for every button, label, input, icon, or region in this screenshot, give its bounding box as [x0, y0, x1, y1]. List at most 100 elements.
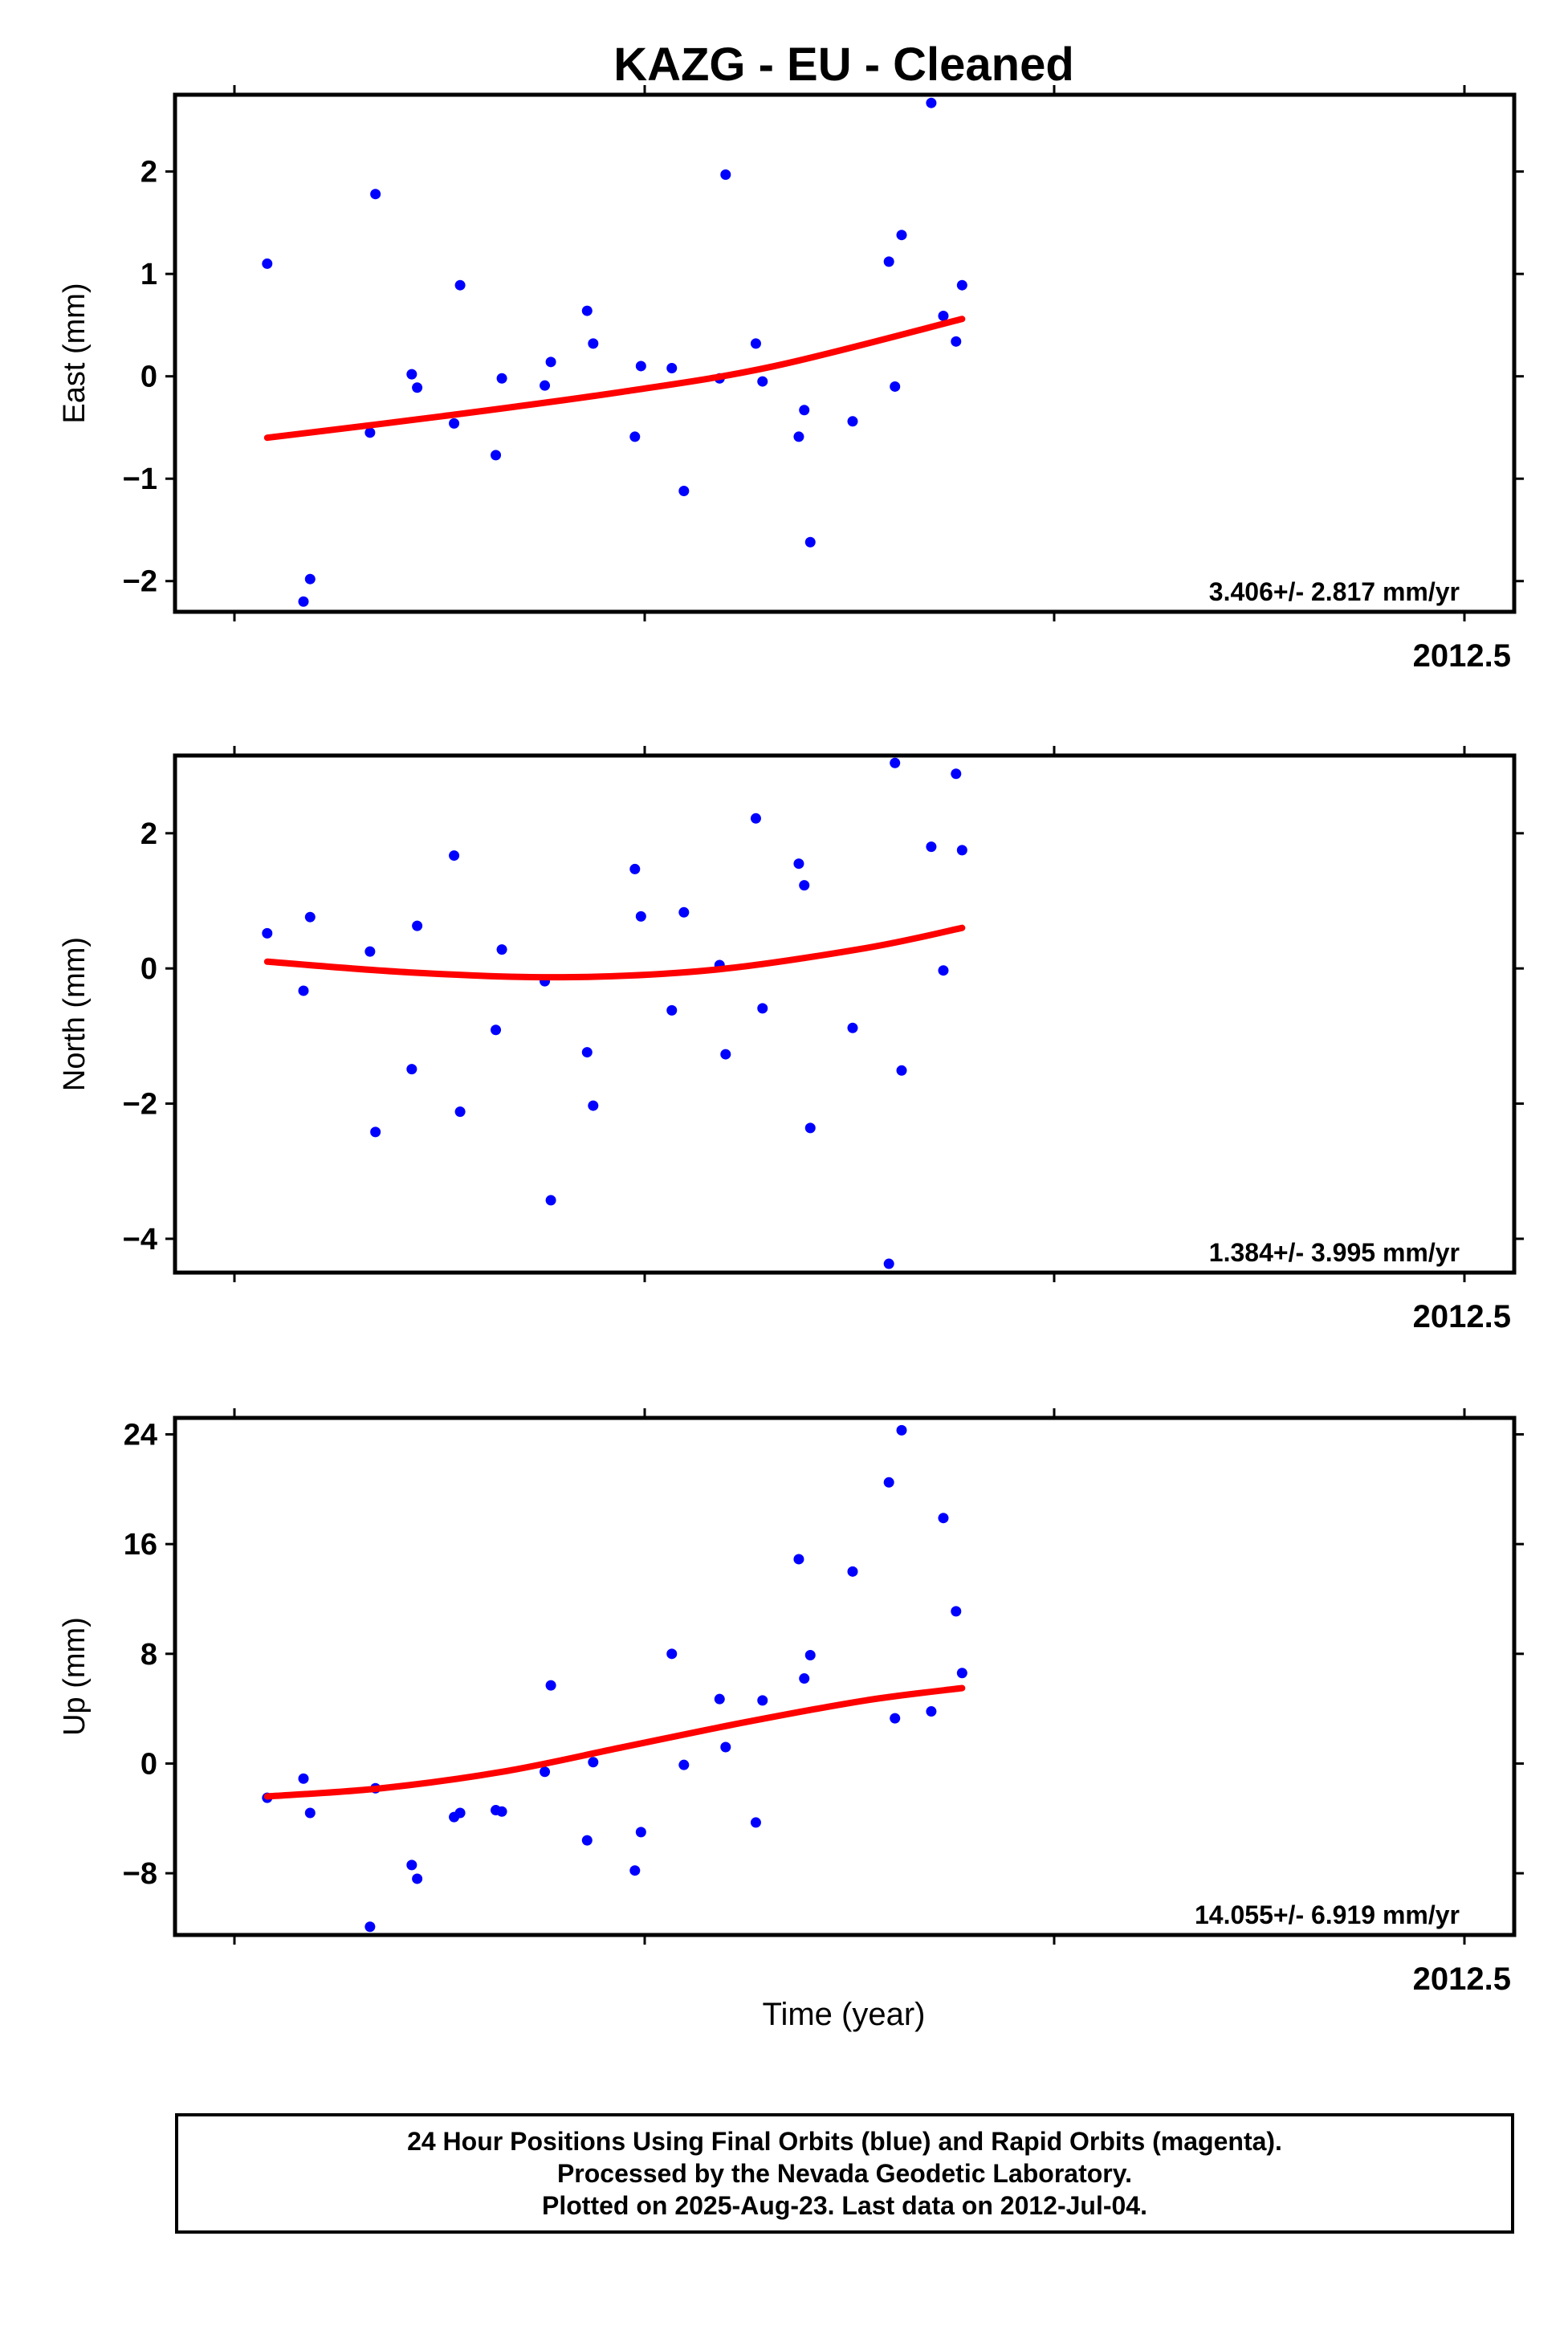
east-data-point: [588, 338, 599, 349]
north-data-point: [370, 1126, 381, 1138]
north-data-point: [956, 845, 967, 856]
north-y-tick-label: 2: [141, 817, 157, 851]
up-data-point: [720, 1741, 731, 1753]
north-data-point: [793, 858, 804, 870]
up-data-point: [956, 1668, 967, 1679]
up-data-point: [926, 1706, 937, 1717]
east-fit-line: [263, 316, 966, 442]
north-data-point: [496, 944, 507, 955]
north-y-axis-label: North (mm): [58, 937, 92, 1091]
panel-north: −4 −2 0 2 North (mm) 1.384+/- 3.995 mm/yr 2012…: [58, 746, 1524, 1334]
up-data-point: [750, 1817, 761, 1828]
up-data-point: [951, 1606, 962, 1617]
north-data-point: [938, 965, 949, 976]
up-y-tick-label: 0: [141, 1747, 157, 1781]
east-data-point: [666, 362, 678, 373]
east-y-tick-label: −1: [123, 462, 157, 496]
east-y-tick-label: 1: [141, 258, 157, 291]
north-data-point: [799, 880, 810, 891]
east-data-point: [926, 97, 937, 108]
north-data-point: [588, 1100, 599, 1111]
north-data-point: [804, 1122, 816, 1134]
up-data-point: [298, 1773, 309, 1784]
up-data-point: [896, 1424, 907, 1436]
up-data-point: [406, 1860, 417, 1871]
east-data-point: [298, 596, 309, 607]
east-data-point: [581, 305, 593, 316]
north-data-point: [304, 911, 316, 923]
up-y-tick-label: 24: [124, 1418, 157, 1452]
east-data-point: [956, 279, 967, 291]
footer-line-1: 24 Hour Positions Using Final Orbits (bl…: [407, 2127, 1282, 2156]
up-data-point: [304, 1807, 316, 1819]
up-data-point: [540, 1766, 551, 1778]
up-x-tick-label: 2012.5: [1413, 1961, 1511, 1997]
north-x-tick-label: 2012.5: [1413, 1299, 1511, 1334]
up-data-point: [581, 1835, 593, 1846]
east-data-point: [804, 536, 816, 548]
north-data-point: [545, 1195, 556, 1206]
north-data-point: [926, 841, 937, 853]
east-data-point: [793, 431, 804, 442]
east-data-point: [496, 373, 507, 384]
east-data-point: [449, 418, 460, 429]
up-data-point: [365, 1921, 376, 1933]
east-data-point: [847, 416, 858, 427]
north-rate-text: 1.384+/- 3.995 mm/yr: [1209, 1238, 1460, 1267]
east-data-point: [890, 381, 901, 392]
up-data-point: [938, 1513, 949, 1524]
east-y-tick-label: −2: [123, 565, 157, 599]
east-data-point: [545, 356, 556, 368]
east-data-point: [896, 230, 907, 241]
north-y-tick-label: −4: [123, 1223, 157, 1257]
up-data-point: [799, 1673, 810, 1684]
north-data-point: [262, 927, 273, 939]
up-y-tick-label: 16: [124, 1528, 157, 1562]
north-data-point: [883, 1258, 894, 1269]
north-data-point: [581, 1047, 593, 1058]
east-data-point: [454, 279, 466, 291]
east-data-point: [262, 258, 273, 269]
up-fit-line: [263, 1684, 966, 1800]
up-data-point: [847, 1566, 858, 1577]
north-data-point: [847, 1022, 858, 1033]
east-data-point: [951, 336, 962, 347]
up-data-point: [635, 1827, 646, 1838]
north-y-tick-label: −2: [123, 1088, 157, 1122]
east-y-axis-label: East (mm): [58, 283, 92, 423]
north-plot-frame: [173, 753, 1517, 1275]
north-data-point: [890, 757, 901, 768]
up-y-axis-label: Up (mm): [58, 1617, 92, 1736]
footer-line-2: Processed by the Nevada Geodetic Laborat…: [556, 2159, 1133, 2188]
up-data-point: [666, 1648, 678, 1660]
east-y-tick-label: 2: [141, 156, 157, 189]
footer-line-3: Plotted on 2025-Aug-23. Last data on 201…: [542, 2191, 1147, 2220]
north-data-point: [951, 768, 962, 780]
east-data-point: [938, 310, 949, 321]
north-data-point: [406, 1064, 417, 1075]
chart-title: KAZG - EU - Cleaned: [613, 39, 1074, 91]
up-y-tick-label: 8: [141, 1638, 157, 1672]
up-data-point: [714, 1693, 725, 1705]
east-data-point: [635, 360, 646, 372]
footer-box: 24 Hour Positions Using Final Orbits (bl…: [175, 2113, 1514, 2234]
east-data-point: [678, 486, 690, 497]
east-data-point: [491, 450, 502, 461]
up-data-point: [629, 1865, 641, 1876]
north-data-point: [298, 985, 309, 996]
up-rate-text: 14.055+/- 6.919 mm/yr: [1195, 1900, 1460, 1929]
north-data-point: [720, 1049, 731, 1060]
north-data-point: [750, 813, 761, 824]
east-data-point: [540, 380, 551, 391]
east-y-tick-label: 0: [141, 360, 157, 394]
north-data-point: [412, 920, 423, 931]
up-data-point: [757, 1695, 768, 1706]
up-data-point: [678, 1759, 690, 1770]
up-plot-frame: [173, 1416, 1517, 1937]
north-data-point: [757, 1003, 768, 1014]
east-data-point: [750, 338, 761, 349]
up-y-tick-label: −8: [123, 1857, 157, 1891]
x-axis-label: Time (year): [763, 1997, 926, 2032]
up-data-point: [588, 1757, 599, 1768]
